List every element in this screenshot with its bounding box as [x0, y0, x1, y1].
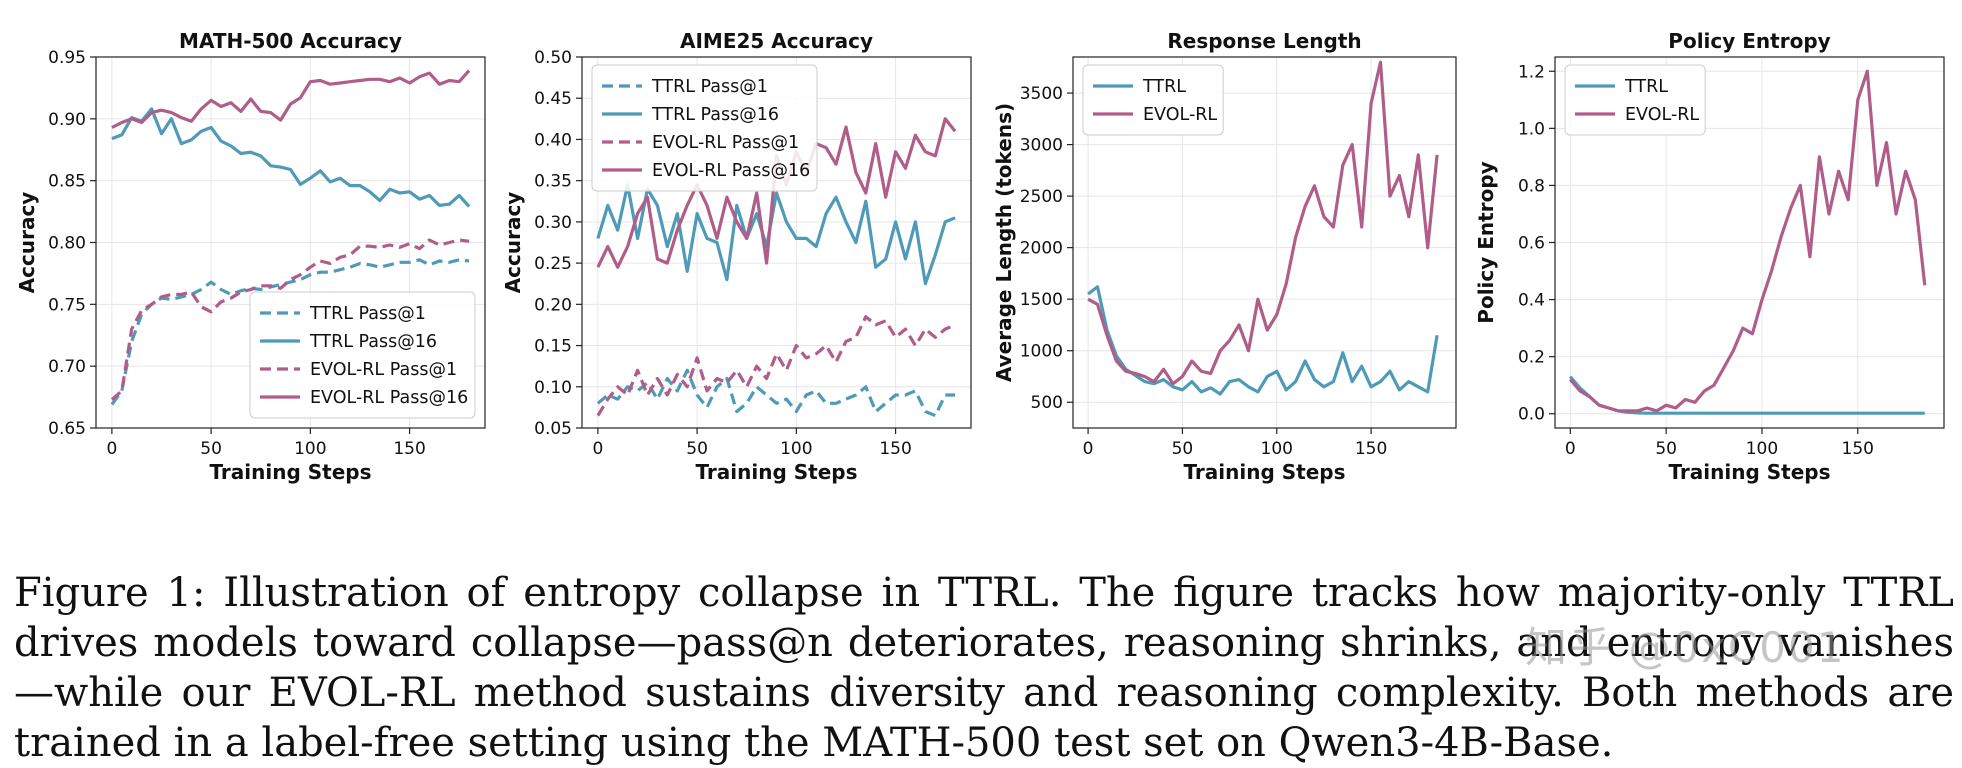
axes-frame: [1072, 56, 1457, 429]
y-tick-label: 0.85: [48, 172, 86, 192]
y-axis-label: Average Length (tokens): [992, 103, 1016, 382]
watermark-text: 知乎 @0xC001: [1525, 623, 1846, 672]
y-tick-label: 0.2: [1518, 348, 1545, 368]
legend-label: EVOL-RL Pass@16: [310, 388, 468, 408]
y-tick-label: 2500: [1020, 187, 1063, 207]
chart-title: MATH-500 Accuracy: [179, 29, 402, 53]
y-tick-label: 0.10: [534, 378, 572, 398]
series-line-2: [596, 183, 956, 286]
x-tick-label: 50: [1655, 439, 1677, 459]
legend-label: EVOL-RL Pass@1: [652, 133, 799, 153]
y-tick-label: 0.90: [48, 110, 86, 130]
chart-panel-4: 0 50 100 150 0.0 0.2 0.4 0.6 0.8 1.0 1.2 Policy Ent…: [1474, 29, 1945, 484]
y-tick-label: 0.95: [48, 48, 86, 68]
y-tick-label: 0.45: [534, 89, 572, 109]
y-tick-label: 0.30: [534, 213, 572, 233]
chart-panel-3: 0 50 100 150 500 1000 1500 2000 2500 3000 3500 Resp…: [992, 29, 1457, 484]
legend-label: EVOL-RL: [1625, 105, 1699, 125]
y-tick-label: 3000: [1020, 136, 1063, 156]
figure-panels: 0 50 100 1500.650.700.750.800.850.900.95MAT…: [15, 29, 1945, 484]
legend-label: TTRL Pass@1: [309, 304, 426, 324]
y-axis-label: Accuracy: [15, 192, 39, 294]
y-tick-label: 0.15: [534, 337, 572, 357]
y-tick-label: 0.6: [1518, 234, 1545, 254]
legend-box: [1082, 64, 1224, 136]
x-tick-label: 50: [686, 439, 708, 459]
legend-label: EVOL-RL: [1143, 105, 1217, 125]
x-tick-label: 0: [106, 439, 117, 459]
x-axis-label: Training Steps: [1668, 460, 1830, 484]
y-tick-label: 1.2: [1518, 62, 1545, 82]
x-axis-label: Training Steps: [695, 460, 857, 484]
y-tick-label: 0.75: [48, 295, 86, 315]
series-line-3: [596, 315, 956, 417]
legend-label: EVOL-RL Pass@1: [310, 360, 457, 380]
series-line-1: [1087, 285, 1439, 396]
legend-box: [591, 64, 818, 192]
x-tick-label: 150: [879, 439, 911, 459]
legend: TTRL Pass@1 TTRL Pass@16 EVOL-RL Pass@1 EVO…: [591, 64, 818, 192]
series-line-4: [111, 69, 471, 129]
chart-title: AIME25 Accuracy: [680, 29, 873, 53]
x-tick-label: 0: [1565, 439, 1576, 459]
legend: TTRL EVOL-RL: [1082, 64, 1224, 136]
x-tick-label: 100: [294, 439, 326, 459]
legend-label: TTRL Pass@1: [651, 77, 768, 97]
x-tick-label: 100: [1746, 439, 1778, 459]
y-tick-label: 3500: [1020, 84, 1063, 104]
legend-box: [1564, 64, 1706, 136]
chart-panel-1: 0 50 100 150 0.65 0.70 0.75 0.80 0.85 0.90 0.95 MAT…: [15, 29, 486, 484]
x-tick-label: 100: [780, 439, 812, 459]
y-tick-label: 2000: [1020, 239, 1063, 259]
x-axis-label: Training Steps: [209, 460, 371, 484]
y-tick-label: 0.50: [534, 48, 572, 68]
x-tick-label: 0: [592, 439, 603, 459]
y-axis-label: Accuracy: [501, 192, 525, 294]
legend: TTRL EVOL-RL: [1564, 64, 1706, 136]
y-tick-label: 0.80: [48, 234, 86, 254]
y-tick-label: 0.8: [1518, 176, 1545, 196]
y-tick-label: 0.35: [534, 172, 572, 192]
legend-label: EVOL-RL Pass@16: [652, 161, 810, 181]
x-tick-label: 150: [1842, 439, 1874, 459]
chart-title: Policy Entropy: [1668, 29, 1830, 53]
series-line-1: [110, 258, 470, 406]
series-line-1: [1569, 375, 1925, 415]
legend-box: [249, 291, 476, 419]
legend-label: TTRL Pass@16: [651, 105, 779, 125]
y-tick-label: 0.25: [534, 254, 572, 274]
y-tick-label: 0.40: [534, 130, 572, 150]
y-tick-label: 0.4: [1518, 291, 1545, 311]
x-tick-label: 150: [393, 439, 425, 459]
legend-label: TTRL: [1142, 77, 1186, 97]
y-tick-label: 0.05: [534, 419, 572, 439]
y-tick-label: 0.70: [48, 357, 86, 377]
y-tick-label: 0.65: [48, 419, 86, 439]
legend: TTRL Pass@1 TTRL Pass@16 EVOL-RL Pass@1 EVO…: [249, 291, 476, 419]
x-tick-label: 0: [1083, 439, 1094, 459]
legend-label: TTRL Pass@16: [309, 332, 437, 352]
series-line-2: [1087, 60, 1439, 386]
chart-panel-2: 0 50 100 150 0.05 0.10 0.15 0.20 0.25 0.30 0.35 0.4…: [501, 29, 972, 484]
x-tick-label: 50: [200, 439, 222, 459]
y-tick-label: 1500: [1020, 290, 1063, 310]
y-tick-label: 1000: [1020, 342, 1063, 362]
legend-label: TTRL: [1624, 77, 1668, 97]
series-line-2: [1569, 69, 1927, 413]
x-tick-label: 50: [1172, 439, 1194, 459]
series-line-1: [596, 368, 956, 418]
axes-frame: [581, 56, 972, 429]
series-line-2: [111, 107, 471, 208]
x-tick-label: 100: [1261, 439, 1293, 459]
x-tick-label: 150: [1355, 439, 1387, 459]
x-axis-label: Training Steps: [1183, 460, 1345, 484]
y-tick-label: 0.0: [1518, 405, 1545, 425]
y-tick-label: 500: [1031, 393, 1063, 413]
y-tick-label: 0.20: [534, 295, 572, 315]
y-tick-label: 1.0: [1518, 119, 1545, 139]
chart-title: Response Length: [1167, 29, 1361, 53]
y-axis-label: Policy Entropy: [1474, 161, 1498, 323]
